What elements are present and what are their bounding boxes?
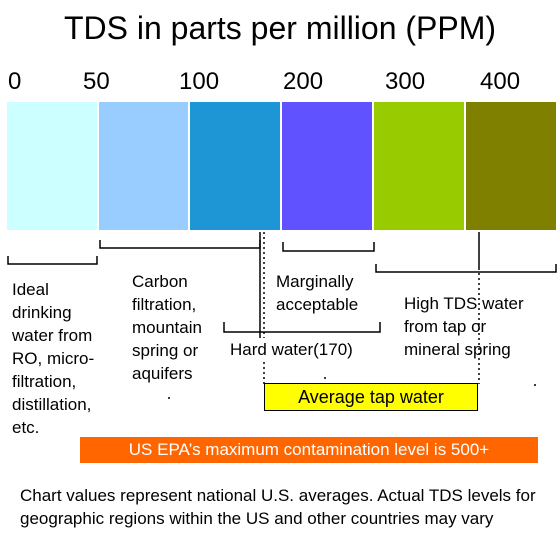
bracket-high-tds: [375, 264, 557, 273]
tick-label-400: 400: [480, 68, 521, 95]
tick-label-50: 50: [83, 68, 110, 95]
band-200-300: [282, 102, 372, 230]
average-tap-water-box: Average tap water: [264, 383, 478, 411]
bracket-ideal: [7, 256, 98, 265]
tick-label-0: 0: [8, 68, 22, 95]
dot-mark-3: [534, 384, 536, 386]
label-marginal: Marginally acceptable: [276, 272, 359, 314]
band-400-plus: [466, 102, 556, 230]
bracket-marginal: [282, 242, 375, 252]
label-ideal: Ideal drinking water from RO, micro- fil…: [12, 280, 95, 437]
label-carbon: Carbon filtration, mountain spring or aq…: [132, 272, 202, 383]
bracket-hard-water: [223, 322, 381, 333]
tick-label-200: 200: [283, 68, 324, 95]
tick-label-300: 300: [385, 68, 426, 95]
band-100-200: [190, 102, 280, 230]
bracket-carbon: [99, 240, 261, 249]
tick-label-100: 100: [179, 68, 220, 95]
band-50-100: [99, 102, 188, 230]
epa-limit-banner: US EPA’s maximum contamination level is …: [80, 437, 538, 463]
footnote: Chart values represent national U.S. ave…: [20, 486, 536, 528]
dot-mark-2: [324, 377, 326, 379]
label-hard-water: Hard water(170): [228, 338, 355, 361]
band-0-50: [7, 102, 97, 230]
diagram-title: TDS in parts per million (PPM): [63, 10, 497, 46]
band-300-400: [374, 102, 464, 230]
dot-mark-1: [168, 397, 170, 399]
label-high-tds: High TDS water from tap or mineral sprin…: [404, 294, 524, 359]
